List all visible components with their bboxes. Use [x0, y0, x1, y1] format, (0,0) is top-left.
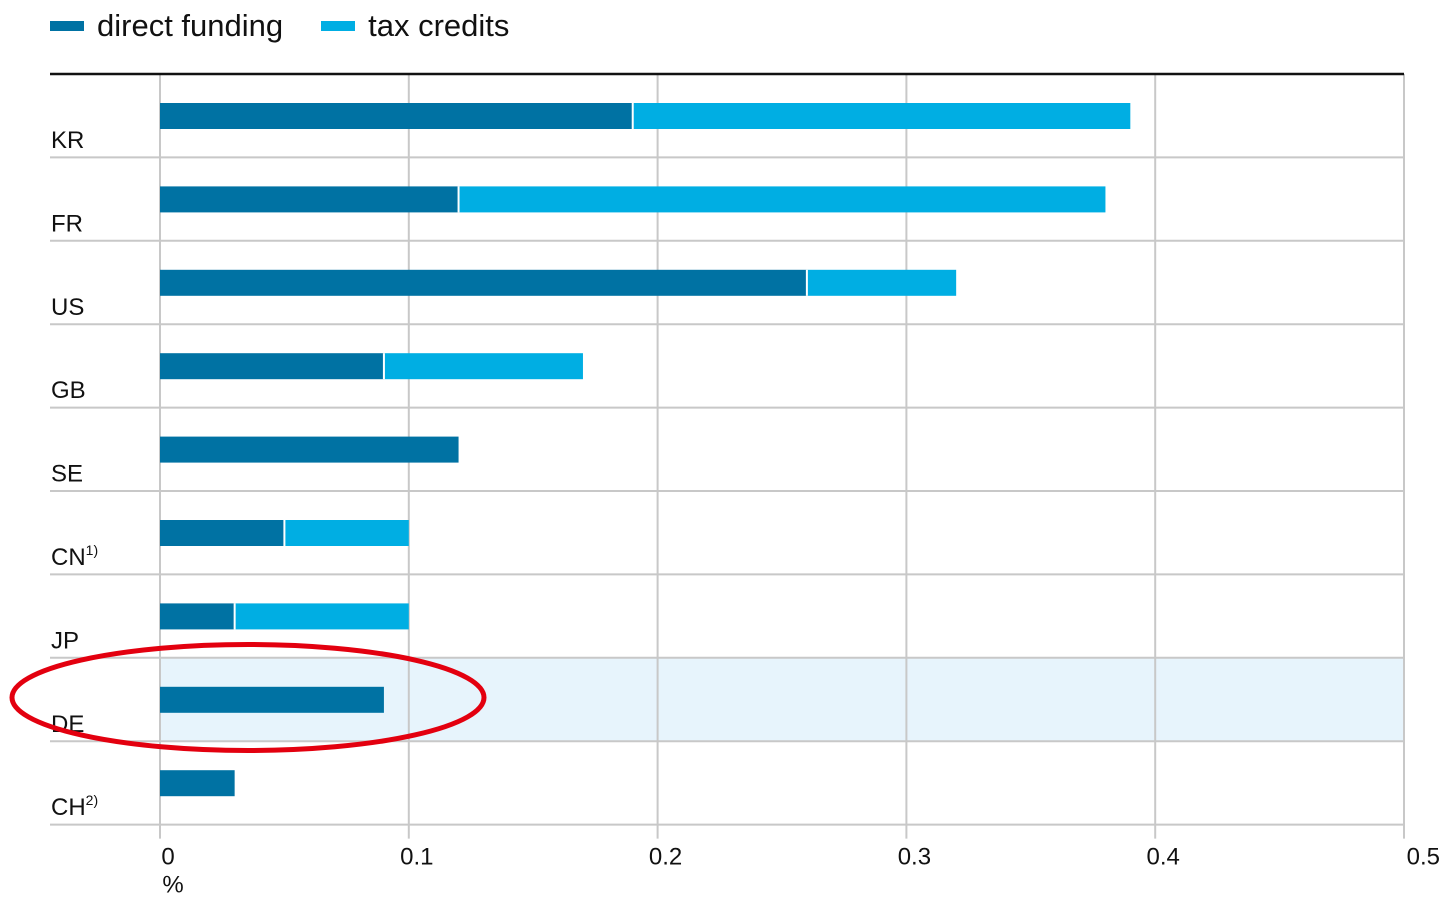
- category-label-cn: CN1): [51, 542, 98, 571]
- x-tick-label-3: 0.3: [898, 844, 931, 871]
- bar-direct-funding-jp: [160, 603, 235, 630]
- bar-direct-funding-ch: [160, 770, 235, 797]
- category-label-se: SE: [51, 461, 83, 488]
- x-tick-label-5: 0.5: [1407, 844, 1440, 871]
- category-footnote-cn: 1): [86, 542, 98, 558]
- legend-label-tax-credits: tax credits: [368, 8, 510, 43]
- bar-tax-credits-cn: [284, 520, 409, 546]
- bar-tax-credits-kr: [632, 103, 1131, 129]
- bar-direct-funding-se: [160, 436, 459, 463]
- highlight-ellipse-de: [9, 642, 487, 753]
- bar-direct-funding-kr: [160, 103, 633, 129]
- legend-item-tax-credits: tax credits: [321, 8, 509, 44]
- bar-tax-credits-jp: [234, 603, 409, 630]
- legend-swatch-direct-funding: [50, 21, 84, 31]
- x-tick-label-0: 0: [161, 844, 174, 871]
- bar-direct-funding-de: [160, 686, 384, 713]
- bar-direct-funding-cn: [160, 520, 285, 546]
- bar-tax-credits-us: [806, 269, 957, 296]
- bar-direct-funding-fr: [160, 186, 459, 213]
- x-tick-label-4: 0.4: [1147, 844, 1180, 871]
- category-label-ch: CH2): [51, 792, 98, 821]
- category-label-jp: JP: [51, 627, 79, 654]
- legend: direct funding tax credits: [50, 4, 547, 48]
- bar-direct-funding-us: [160, 269, 807, 296]
- category-label-fr: FR: [51, 210, 83, 237]
- category-label-kr: KR: [51, 127, 84, 154]
- x-tick-label-2: 0.2: [649, 844, 682, 871]
- category-footnote-ch: 2): [86, 792, 98, 808]
- legend-swatch-tax-credits: [321, 21, 356, 31]
- category-label-us: US: [51, 294, 84, 321]
- bar-tax-credits-gb: [383, 353, 583, 380]
- bar-tax-credits-fr: [458, 186, 1106, 213]
- category-label-gb: GB: [51, 377, 86, 404]
- legend-item-direct-funding: direct funding: [50, 8, 283, 44]
- x-axis-unit-label: %: [162, 872, 183, 897]
- legend-label-direct-funding: direct funding: [97, 8, 284, 43]
- x-tick-label-1: 0.1: [400, 844, 433, 871]
- bar-direct-funding-gb: [160, 353, 384, 380]
